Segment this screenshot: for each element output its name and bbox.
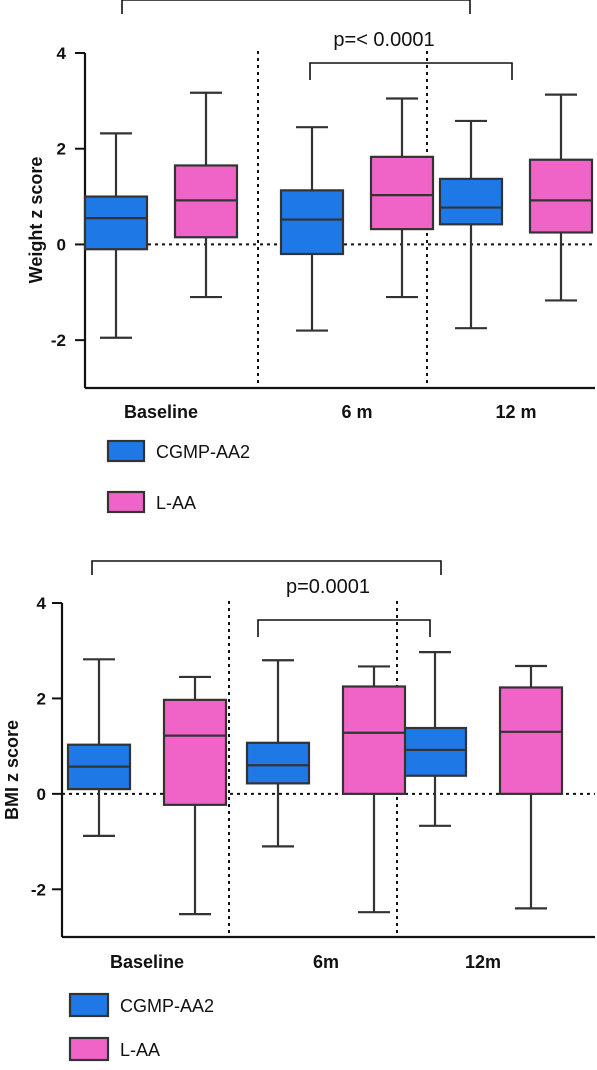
box-iqr <box>245 741 311 785</box>
box-iqr <box>279 189 345 256</box>
box-cgmp-aa2-2 <box>279 126 345 332</box>
box-cgmp-aa2-3 <box>402 651 468 827</box>
y-tick-label: 4 <box>57 44 67 63</box>
category-label: 12m <box>465 952 501 972</box>
y-tick-label: 4 <box>37 594 47 613</box>
chart-1: -2 0 2 4 Weight z score Baseline 6 m 12 m p=< 0.… <box>26 0 595 514</box>
legend-swatch <box>106 490 146 514</box>
y-tick-label: 2 <box>37 689 46 708</box>
legend-swatch <box>68 992 110 1018</box>
category-label: Baseline <box>124 402 198 422</box>
significance-bracket <box>257 619 431 637</box>
box-l-aa-2 <box>341 665 407 914</box>
box-iqr <box>498 686 564 795</box>
box-l-aa-3 <box>528 93 594 302</box>
y-tick-label: -2 <box>31 880 46 899</box>
box-iqr <box>162 698 228 806</box>
legend-label: L-AA <box>120 1040 160 1060</box>
category-label: 6m <box>313 952 339 972</box>
legend-item-cgmp-aa2: CGMP-AA2 <box>68 992 214 1018</box>
box-l-aa-1 <box>173 91 239 299</box>
legend-item-cgmp-aa2: CGMP-AA2 <box>106 439 250 463</box>
box-iqr <box>369 155 435 231</box>
box-iqr <box>402 726 468 777</box>
legend-item-l-aa: L-AA <box>106 490 196 514</box>
y-axis-title: Weight z score <box>26 157 46 284</box>
box-cgmp-aa2-1 <box>83 132 149 339</box>
box-iqr <box>341 685 407 795</box>
legend-label: L-AA <box>156 493 196 513</box>
p-value-annotation: p=< 0.0001 <box>333 29 434 51</box>
legend-label: CGMP-AA2 <box>156 442 250 462</box>
box-iqr <box>528 158 594 234</box>
box-iqr <box>83 195 149 251</box>
y-axis-title: BMI z score <box>2 720 22 820</box>
box-cgmp-aa2-2 <box>245 659 311 848</box>
category-label: 6 m <box>341 402 372 422</box>
y-tick-label: 0 <box>57 235 66 254</box>
y-tick-label: 2 <box>57 140 66 159</box>
box-l-aa-2 <box>369 97 435 299</box>
box-l-aa-1 <box>162 675 228 916</box>
significance-bracket <box>309 62 513 80</box>
legend-label: CGMP-AA2 <box>120 996 214 1016</box>
legend-swatch <box>68 1036 110 1062</box>
significance-bracket <box>121 0 471 14</box>
category-label: 12 m <box>495 402 536 422</box>
p-value-annotation: p=0.0001 <box>286 576 370 598</box>
y-tick-label: 0 <box>37 785 46 804</box>
box-cgmp-aa2-1 <box>66 658 132 837</box>
y-tick-label: -2 <box>51 331 66 350</box>
box-cgmp-aa2-3 <box>438 119 504 330</box>
box-iqr <box>438 177 504 226</box>
category-label: Baseline <box>110 952 184 972</box>
legend-item-l-aa: L-AA <box>68 1036 160 1062</box>
significance-bracket <box>91 560 442 575</box>
chart-2: -2 0 2 4 BMI z score Baseline 6m 12m p=0.0001 CGM… <box>2 560 595 1062</box>
legend-swatch <box>106 439 146 463</box>
box-l-aa-3 <box>498 664 564 910</box>
